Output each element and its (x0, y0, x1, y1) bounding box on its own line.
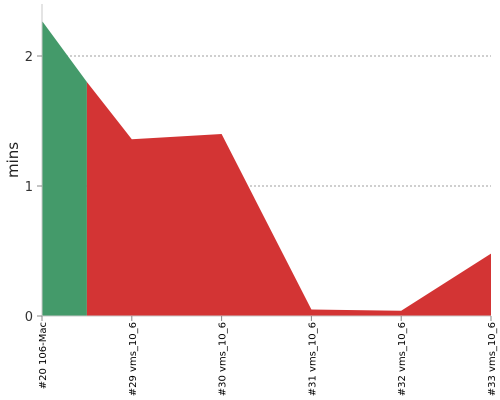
x-tick-label-5: #33 vms_10_6 (487, 322, 498, 396)
x-tick-labels: #20 106-Mac #29 vms_10_6 #30 vms_10_6 #31 v… (38, 316, 498, 396)
y-tick-labels: 0 1 2 (25, 50, 42, 325)
series-area-success (42, 20, 87, 317)
x-tick-label-3: #31 vms_10_6 (307, 322, 318, 396)
grid-lines (42, 55, 491, 187)
series-areas (42, 20, 492, 317)
x-tick-label-1: #29 vms_10_6 (128, 322, 139, 396)
y-tick-label-1: 1 (25, 180, 33, 195)
x-tick-label-2: #30 vms_10_6 (218, 322, 229, 396)
y-tick-label-2: 2 (25, 50, 33, 65)
x-tick-label-4: #32 vms_10_6 (397, 322, 408, 396)
x-tick-label-0: #20 106-Mac (38, 322, 49, 389)
y-axis-label: mins (4, 142, 22, 178)
y-tick-label-0: 0 (25, 310, 33, 325)
series-area-failure (86, 82, 492, 316)
